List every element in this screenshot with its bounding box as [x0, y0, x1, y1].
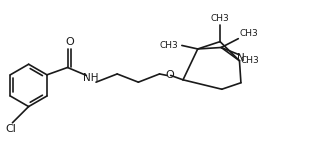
Text: CH3: CH3 [239, 29, 258, 37]
Text: CH3: CH3 [160, 41, 178, 50]
Text: N: N [237, 53, 245, 63]
Text: O: O [65, 37, 74, 47]
Text: Cl: Cl [6, 124, 16, 134]
Text: NH: NH [83, 73, 98, 83]
Text: O: O [165, 70, 174, 80]
Text: CH3: CH3 [211, 14, 229, 23]
Text: CH3: CH3 [241, 56, 259, 65]
